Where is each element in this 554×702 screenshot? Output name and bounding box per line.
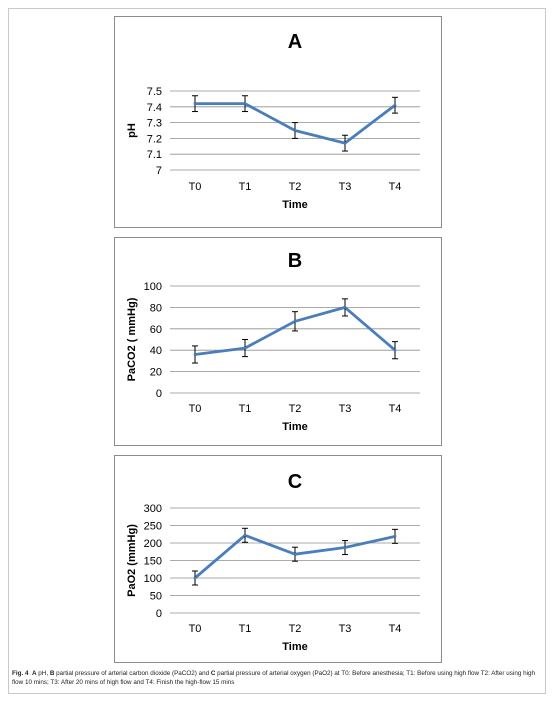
chart-c-xtick-label: T0: [189, 623, 202, 635]
chart-b-ytick-label: 40: [150, 345, 162, 357]
chart-c-data-point: [343, 546, 347, 549]
chart-c-title: C: [288, 471, 302, 493]
chart-a-ytick-label: 7.5: [147, 86, 162, 98]
chart-a-xtick-label: T1: [239, 181, 252, 193]
chart-b-xtick-label: T0: [189, 403, 202, 415]
caption-c-label: C: [210, 670, 216, 677]
chart-c-xtick-label: T1: [239, 623, 252, 635]
caption-text-3: partial pressure of arterial oxygen (PaO…: [12, 670, 535, 686]
chart-a-data-point: [243, 102, 247, 105]
chart-a-y-axis-label: pH: [126, 123, 138, 138]
chart-a-ytick-label: 7.3: [147, 118, 162, 130]
chart-b-xtick-label: T4: [389, 403, 402, 415]
chart-c-svg: C 0 50 100 150 200 250 300 T0 T1 T2 T3 T4 Time PaO2 (m…: [126, 471, 420, 653]
chart-c-data-point: [193, 576, 197, 580]
chart-b-data-point: [293, 320, 297, 323]
chart-b-data-point: [243, 346, 247, 350]
chart-a-xtick-label: T4: [389, 181, 402, 193]
caption-text-2: partial pressure of arterial carbon diox…: [54, 670, 211, 677]
chart-panel-b: B 0 20 40 60 80 100 T0 T1 T2 T3 T4 Time PaCO2 ( mmHg): [114, 237, 442, 446]
chart-c-ytick-label: 200: [144, 538, 162, 550]
chart-c-data-point: [243, 534, 247, 537]
chart-c-ytick-label: 100: [144, 573, 162, 585]
chart-a-x-axis-label: Time: [282, 199, 307, 211]
chart-a-ytick-label: 7: [156, 165, 162, 177]
chart-b-y-axis-label: PaCO2 ( mmHg): [126, 297, 138, 381]
chart-b-xtick-label: T1: [239, 403, 252, 415]
chart-b-xtick-label: T3: [339, 403, 352, 415]
chart-b-data-point: [193, 353, 197, 356]
chart-c-ytick-label: 250: [144, 521, 162, 533]
chart-a-ytick-label: 7.2: [147, 133, 162, 145]
chart-c-ytick-label: 50: [150, 591, 162, 603]
chart-c-y-axis-label: PaO2 (mmHg): [126, 524, 138, 597]
chart-c-ytick-label: 300: [144, 503, 162, 515]
chart-a-svg: A 7 7.1 7.2 7.3 7.4 7.5 T0 T1 T2 T3 T4 Time pH: [126, 31, 420, 211]
caption-fig-label: Fig. 4: [12, 670, 29, 677]
chart-b-xtick-label: T2: [289, 403, 302, 415]
chart-a-ytick-label: 7.1: [147, 149, 162, 161]
chart-a-title: A: [288, 31, 302, 53]
chart-b-ytick-label: 100: [144, 281, 162, 293]
chart-a-data-point: [343, 141, 347, 145]
chart-a-ytick-label: 7.4: [147, 102, 162, 114]
chart-b-ytick-label: 0: [156, 388, 162, 400]
chart-panel-a: A 7 7.1 7.2 7.3 7.4 7.5 T0 T1 T2 T3 T4 Time pH: [114, 16, 442, 228]
chart-b-ytick-label: 60: [150, 324, 162, 336]
chart-b-data-point: [393, 349, 397, 352]
chart-b-x-axis-label: Time: [282, 421, 307, 433]
chart-b-ytick-label: 20: [150, 367, 162, 379]
caption-a-label: A: [31, 670, 37, 677]
chart-panel-c: C 0 50 100 150 200 250 300 T0 T1 T2 T3 T4 Time PaO2 (m…: [114, 455, 442, 663]
chart-c-x-axis-label: Time: [282, 641, 307, 653]
chart-c-xtick-label: T3: [339, 623, 352, 635]
chart-a-xtick-label: T2: [289, 181, 302, 193]
chart-b-svg: B 0 20 40 60 80 100 T0 T1 T2 T3 T4 Time PaCO2 ( mmHg): [126, 250, 420, 433]
chart-c-ytick-label: 0: [156, 608, 162, 620]
chart-c-data-point: [393, 535, 397, 538]
chart-a-data-point: [293, 129, 297, 132]
chart-a-data-point: [393, 104, 397, 107]
figure-caption: Fig. 4 A pH, B partial pressure of arter…: [12, 669, 542, 687]
chart-c-xtick-label: T2: [289, 623, 302, 635]
chart-b-title: B: [288, 250, 302, 272]
chart-c-xtick-label: T4: [389, 623, 402, 635]
chart-a-data-point: [193, 102, 197, 105]
chart-c-data-point: [293, 553, 297, 556]
caption-text-1: pH,: [36, 670, 50, 677]
caption-b-label: B: [49, 670, 55, 677]
chart-b-ytick-label: 80: [150, 302, 162, 314]
chart-a-xtick-label: T3: [339, 181, 352, 193]
chart-b-data-point: [343, 306, 347, 309]
chart-c-ytick-label: 150: [144, 556, 162, 568]
chart-a-xtick-label: T0: [189, 181, 202, 193]
